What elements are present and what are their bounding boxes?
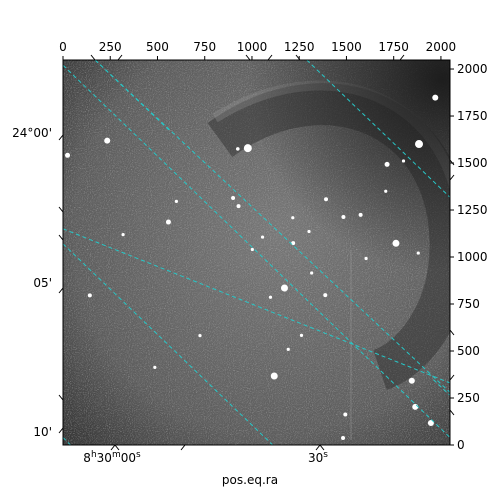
star-29: [299, 333, 304, 338]
x-axis-top: 0 250 500 750 1000 1250 1500 1750 2000: [59, 40, 456, 60]
star-24: [307, 229, 311, 234]
y-tick-label-1750: 1750: [457, 109, 488, 123]
ra-tick-label-1: 30s: [308, 450, 328, 465]
star-13: [341, 214, 346, 219]
grid-line-1: [433, 379, 450, 396]
star-31: [250, 247, 254, 252]
world-tick-right-0: [449, 159, 455, 166]
world-coordinate-ticks: 8h30m00s 30s 24°00' 05' 10': [12, 54, 455, 465]
world-tick-right-1: [449, 174, 455, 181]
star-7: [408, 377, 415, 384]
y-axis-right: 0 250 500 750 1000 1250 1500 1750 2000: [450, 62, 488, 452]
star-28: [260, 235, 265, 239]
star-22: [341, 436, 346, 441]
y-tick-label-250: 250: [457, 391, 480, 405]
y-tick-label-1250: 1250: [457, 203, 488, 217]
ra-tick-bottom-0: [110, 444, 116, 451]
star-4: [165, 219, 171, 225]
dec-tick-label-1: 05': [33, 276, 52, 290]
dec-tick-left-3: [58, 394, 64, 401]
star-30: [286, 347, 290, 351]
star-32: [198, 333, 202, 338]
y-tick-label-0: 0: [457, 438, 465, 452]
y-tick-label-2000: 2000: [457, 62, 488, 76]
star-39: [384, 189, 388, 193]
world-tick-top-3: [267, 54, 273, 61]
x-tick-label-750: 750: [193, 40, 216, 54]
star-20: [323, 293, 328, 298]
world-tick-right-4: [449, 409, 455, 416]
star-0: [243, 144, 252, 153]
star-21: [427, 420, 434, 427]
world-tick-top-4: [295, 54, 301, 61]
dec-tick-bottom-4: [319, 444, 325, 451]
x-tick-label-1500: 1500: [331, 40, 362, 54]
x-axis-label: pos.eq.ra: [221, 473, 279, 487]
star-33: [174, 199, 178, 203]
world-tick-top-2: [245, 54, 251, 61]
star-14: [324, 197, 329, 202]
star-11: [384, 161, 390, 167]
dec-tick-left-2: [58, 287, 64, 294]
dec-tick-label-2: 10': [33, 425, 52, 439]
ra-tick-bottom-1: [180, 444, 186, 451]
star-18: [87, 293, 92, 298]
grid-line-5: [63, 64, 450, 438]
x-tick-label-0: 0: [59, 40, 67, 54]
star-25: [291, 216, 295, 220]
dec-tick-label-0: 24°00': [12, 126, 52, 140]
star-38: [153, 365, 157, 369]
world-tick-right-2: [449, 329, 455, 336]
world-tick-top-0: [90, 54, 96, 61]
world-tick-top-1: [117, 54, 123, 61]
star-3: [104, 137, 111, 144]
y-tick-label-1000: 1000: [457, 250, 488, 264]
x-tick-label-500: 500: [146, 40, 169, 54]
dec-tick-left-4: [58, 427, 64, 434]
star-5: [280, 284, 288, 292]
grid-line-2: [306, 60, 450, 198]
x-tick-label-2000: 2000: [426, 40, 457, 54]
coordinate-grid: [63, 60, 450, 445]
world-tick-right-3: [449, 374, 455, 381]
dec-tick-left-1: [58, 206, 64, 213]
x-tick-label-250: 250: [99, 40, 122, 54]
star-6: [270, 372, 278, 380]
x-tick-label-1000: 1000: [237, 40, 268, 54]
y-tick-label-500: 500: [457, 344, 480, 358]
dec-tick-bottom-3: [114, 444, 120, 451]
star-field: [65, 94, 439, 441]
plot-frame: [62, 59, 451, 446]
star-12: [358, 212, 363, 217]
star-1: [415, 140, 424, 149]
ra-tick-label-0: 8h30m00s: [83, 450, 141, 465]
star-17: [236, 204, 241, 209]
grid-line-4: [63, 437, 71, 445]
x-tick-label-1750: 1750: [378, 40, 409, 54]
star-34: [121, 233, 125, 237]
star-8: [412, 403, 419, 410]
star-37: [416, 251, 420, 255]
star-35: [364, 256, 368, 261]
star-15: [235, 147, 240, 151]
dec-tick-left-0: [58, 134, 64, 141]
y-tick-label-750: 750: [457, 297, 480, 311]
star-2: [392, 239, 400, 247]
world-tick-top-5: [399, 54, 405, 61]
star-16: [231, 195, 236, 200]
star-23: [343, 412, 348, 417]
dec-tick-left-5: [58, 234, 64, 241]
star-36: [401, 159, 406, 163]
star-27: [268, 295, 273, 299]
star-10: [65, 152, 71, 158]
x-tick-label-1250: 1250: [284, 40, 315, 54]
sky-image: [63, 60, 450, 445]
star-26: [310, 271, 314, 275]
star-9: [432, 94, 439, 101]
y-tick-label-1500: 1500: [457, 156, 488, 170]
ra-tick-bottom-2: [315, 444, 321, 451]
